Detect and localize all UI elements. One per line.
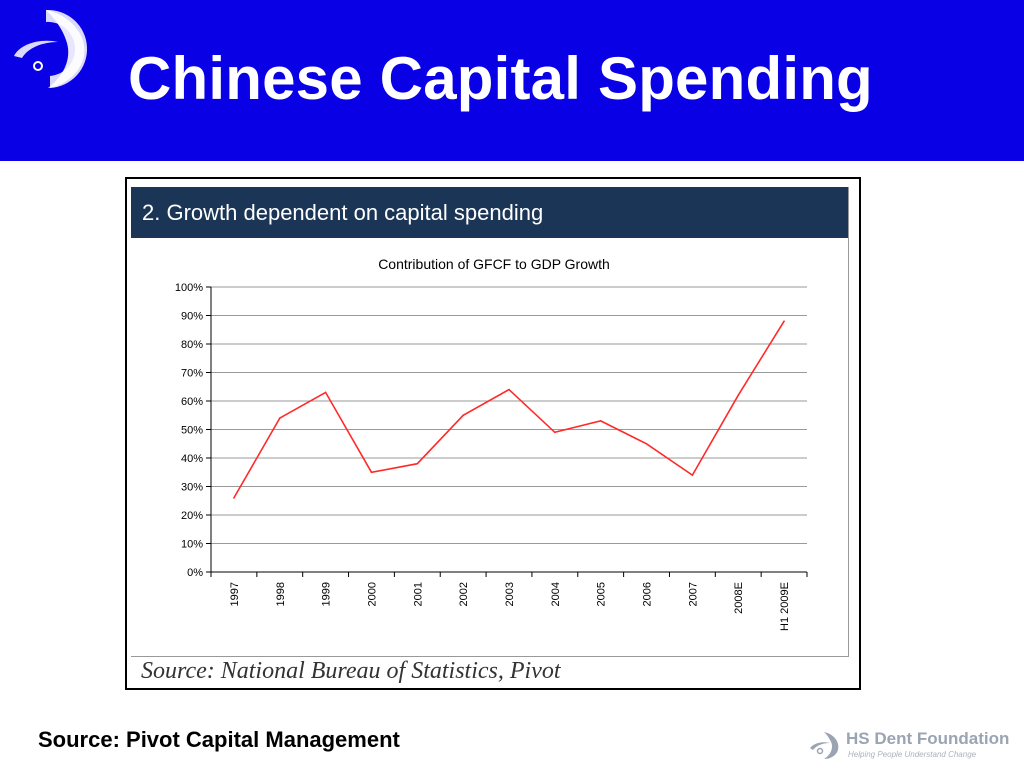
- y-tick-label: 40%: [181, 453, 203, 465]
- slide-source: Source: Pivot Capital Management: [38, 727, 400, 752]
- x-tick-label: 2007: [687, 582, 699, 606]
- x-tick-label: 2002: [458, 582, 470, 606]
- y-tick-label: 60%: [181, 396, 203, 408]
- data-point: [737, 394, 740, 397]
- x-tick-label: 2004: [550, 582, 562, 606]
- data-point: [599, 420, 602, 422]
- y-tick-label: 20%: [181, 510, 203, 522]
- brand-tagline: Helping People Understand Change: [848, 750, 977, 759]
- data-point: [645, 442, 648, 445]
- brand-name: HS Dent Foundation: [846, 729, 1010, 748]
- y-tick-label: 30%: [181, 482, 203, 494]
- slide-title: Chinese Capital Spending: [128, 45, 873, 112]
- figure-banner: 2. Growth dependent on capital spending: [131, 187, 848, 238]
- series-line: [233, 320, 785, 499]
- y-tick-label: 70%: [181, 368, 203, 380]
- data-point: [233, 497, 235, 499]
- x-tick-label: 2000: [366, 582, 378, 606]
- chart-series: [233, 320, 785, 499]
- data-point: [462, 414, 464, 417]
- chart-title: Contribution of GFCF to GDP Growth: [378, 256, 610, 272]
- figure-divider-vertical: [848, 187, 849, 657]
- y-axis: 0% 10% 20% 30% 40% 50% 60% 70% 80% 90% 100%: [175, 282, 212, 579]
- gfcf-line-chart: Contribution of GFCF to GDP Growth 0% 10%…: [175, 256, 808, 631]
- x-tick-label: 2005: [596, 582, 608, 606]
- data-point: [416, 462, 419, 465]
- figure-divider-horizontal: [131, 656, 849, 657]
- x-tick-label: 2001: [412, 582, 424, 606]
- foundation-logo-icon: [14, 9, 88, 88]
- figure-source: Source: National Bureau of Statistics, P…: [141, 658, 561, 684]
- data-point: [783, 320, 785, 322]
- data-point: [324, 391, 327, 394]
- x-tick-label: 1998: [275, 582, 287, 606]
- data-point: [370, 471, 373, 474]
- data-point: [508, 388, 510, 391]
- title-bar: Chinese Capital Spending: [0, 0, 1024, 161]
- data-point: [554, 431, 556, 434]
- figure-banner-text: 2. Growth dependent on capital spending: [142, 200, 544, 225]
- x-tick-label: 2006: [642, 582, 654, 606]
- brand-mark-icon: [810, 732, 839, 759]
- x-tick-label: 1999: [321, 582, 333, 606]
- x-tick-label: 2003: [504, 582, 516, 606]
- brand-logo: HS Dent Foundation Helping People Unders…: [808, 727, 1018, 763]
- y-tick-label: 90%: [181, 311, 203, 323]
- x-tick-label: H1 2009E: [779, 582, 791, 631]
- y-tick-label: 50%: [181, 425, 203, 437]
- y-tick-label: 10%: [181, 539, 203, 551]
- data-point: [691, 474, 694, 476]
- data-point: [278, 417, 281, 419]
- x-tick-label: 2008E: [733, 582, 745, 614]
- x-tick-label: 1997: [229, 582, 241, 606]
- figure-frame: 2. Growth dependent on capital spending …: [125, 177, 861, 690]
- y-tick-label: 100%: [175, 282, 203, 294]
- x-axis: 1997 1998 1999 2000 2001 2002 2003 2004 2005 2006…: [210, 571, 808, 631]
- y-tick-label: 80%: [181, 339, 203, 351]
- chart-gridlines: [211, 286, 807, 544]
- y-tick-label: 0%: [187, 567, 203, 579]
